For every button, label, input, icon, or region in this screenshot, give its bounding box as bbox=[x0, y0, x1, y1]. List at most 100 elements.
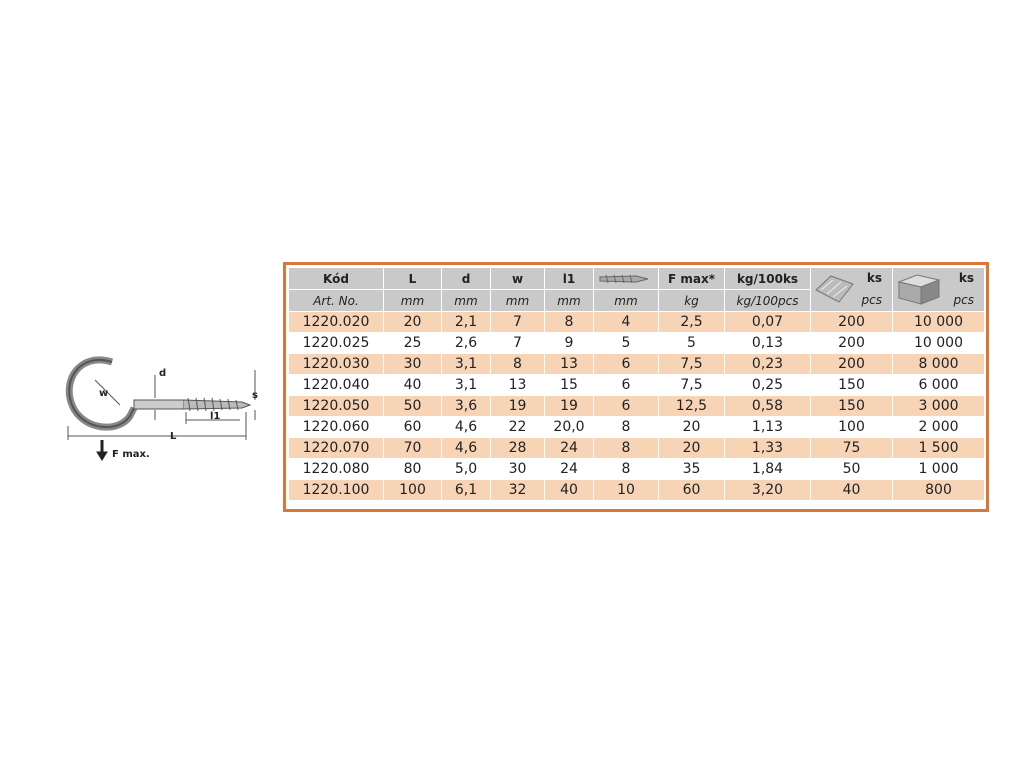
cell: 70 bbox=[383, 437, 442, 459]
data-row: 1220.030 30 3,1 8 13 6 7,5 0,23 200 8 000 bbox=[288, 353, 985, 375]
unit-cell: mm bbox=[490, 289, 545, 312]
dowel-icon bbox=[599, 274, 649, 284]
data-row: 1220.050 50 3,6 19 19 6 12,5 0,58 150 3 000 bbox=[288, 395, 985, 417]
data-row: 1220.070 70 4,6 28 24 8 20 1,33 75 1 500 bbox=[288, 437, 985, 459]
cell: 4,6 bbox=[441, 437, 491, 459]
cell: 24 bbox=[544, 437, 594, 459]
hook-drawing bbox=[65, 356, 256, 461]
cell: 1220.040 bbox=[288, 374, 384, 396]
label-d: d bbox=[159, 368, 166, 379]
cell: 7 bbox=[490, 311, 545, 333]
cell: 30 bbox=[490, 458, 545, 480]
cell: 1220.050 bbox=[288, 395, 384, 417]
cell: 32 bbox=[490, 479, 545, 501]
cell: 200 bbox=[810, 332, 893, 354]
header-unit: pcs bbox=[953, 293, 974, 307]
label-l1: l1 bbox=[210, 411, 220, 422]
header-label: ks bbox=[958, 271, 974, 285]
cell: 75 bbox=[810, 437, 893, 459]
cell: 100 bbox=[383, 479, 442, 501]
label-w: w bbox=[99, 388, 108, 399]
cell: 40 bbox=[544, 479, 594, 501]
cell: 20 bbox=[658, 437, 725, 459]
cell: 150 bbox=[810, 395, 893, 417]
cell: 12,5 bbox=[658, 395, 725, 417]
data-row: 1220.080 80 5,0 30 24 8 35 1,84 50 1 000 bbox=[288, 458, 985, 480]
cell: 200 bbox=[810, 311, 893, 333]
unit-cell: kg/100pcs bbox=[724, 289, 811, 312]
header-cell: w bbox=[490, 267, 545, 290]
header-cell: L bbox=[383, 267, 442, 290]
header-cell: ks pcs bbox=[892, 267, 985, 312]
cell: 2,6 bbox=[441, 332, 491, 354]
cell: 28 bbox=[490, 437, 545, 459]
header-cell: l1 bbox=[544, 267, 594, 290]
cell: 0,25 bbox=[724, 374, 811, 396]
cell: 24 bbox=[544, 458, 594, 480]
cell: 1220.070 bbox=[288, 437, 384, 459]
cell: 6,1 bbox=[441, 479, 491, 501]
data-row: 1220.060 60 4,6 22 20,0 8 20 1,13 100 2 000 bbox=[288, 416, 985, 438]
cell: 80 bbox=[383, 458, 442, 480]
header-cell: ks pcs bbox=[810, 267, 893, 312]
cell: 3,20 bbox=[724, 479, 811, 501]
header-cell: d bbox=[441, 267, 491, 290]
cell: 2 000 bbox=[892, 416, 985, 438]
cell: 50 bbox=[810, 458, 893, 480]
cell: 10 000 bbox=[892, 311, 985, 333]
label-fmax: F max. bbox=[112, 449, 150, 460]
cell: 7,5 bbox=[658, 353, 725, 375]
cell: 800 bbox=[892, 479, 985, 501]
cell: 8 bbox=[544, 311, 594, 333]
cell: 1 500 bbox=[892, 437, 985, 459]
cell: 8 000 bbox=[892, 353, 985, 375]
cell: 4 bbox=[593, 311, 659, 333]
cell: 5 bbox=[658, 332, 725, 354]
unit-cell: mm bbox=[441, 289, 491, 312]
cell: 7 bbox=[490, 332, 545, 354]
cell: 6 bbox=[593, 395, 659, 417]
cell: 30 bbox=[383, 353, 442, 375]
cell: 35 bbox=[658, 458, 725, 480]
cell: 0,58 bbox=[724, 395, 811, 417]
cell: 25 bbox=[383, 332, 442, 354]
unit-cell: mm bbox=[593, 289, 659, 312]
cell: 10 000 bbox=[892, 332, 985, 354]
unit-row: Art. No. mm mm mm mm mm kg kg/100pcs bbox=[288, 289, 985, 312]
cell: 40 bbox=[810, 479, 893, 501]
cell: 0,13 bbox=[724, 332, 811, 354]
label-s: s bbox=[252, 390, 258, 401]
data-row: 1220.100 100 6,1 32 40 10 60 3,20 40 800 bbox=[288, 479, 985, 501]
carton-icon bbox=[897, 274, 941, 305]
cell: 60 bbox=[383, 416, 442, 438]
cell: 13 bbox=[544, 353, 594, 375]
unit-cell: Art. No. bbox=[288, 289, 384, 312]
cell: 1220.020 bbox=[288, 311, 384, 333]
cell: 8 bbox=[593, 437, 659, 459]
cell: 0,07 bbox=[724, 311, 811, 333]
cell: 19 bbox=[544, 395, 594, 417]
cell: 1,33 bbox=[724, 437, 811, 459]
cell: 13 bbox=[490, 374, 545, 396]
cell: 20 bbox=[383, 311, 442, 333]
label-L: L bbox=[170, 431, 177, 442]
unit-cell: mm bbox=[383, 289, 442, 312]
cell: 1220.080 bbox=[288, 458, 384, 480]
hook-diagram: w d s l1 L F max. bbox=[65, 356, 258, 461]
cell: 7,5 bbox=[658, 374, 725, 396]
unit-cell: mm bbox=[544, 289, 594, 312]
header-cell: F max* bbox=[658, 267, 725, 290]
cell: 15 bbox=[544, 374, 594, 396]
header-cell: Kód bbox=[288, 267, 384, 290]
cell: 2,1 bbox=[441, 311, 491, 333]
cell: 0,23 bbox=[724, 353, 811, 375]
cell: 3,1 bbox=[441, 353, 491, 375]
cell: 100 bbox=[810, 416, 893, 438]
cell: 8 bbox=[593, 458, 659, 480]
unit-cell: kg bbox=[658, 289, 725, 312]
cell: 1 000 bbox=[892, 458, 985, 480]
cell: 8 bbox=[593, 416, 659, 438]
cell: 20 bbox=[658, 416, 725, 438]
